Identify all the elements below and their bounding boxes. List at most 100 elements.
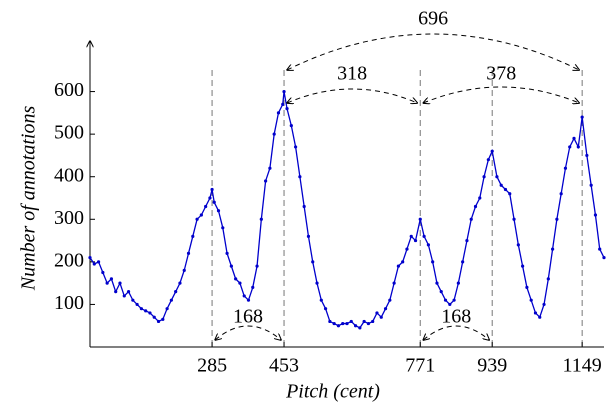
data-point [388, 298, 392, 302]
data-point [422, 234, 426, 238]
data-point [469, 217, 473, 221]
data-point [225, 251, 229, 255]
data-point [495, 175, 499, 179]
y-tick-label: 400 [54, 164, 84, 186]
data-point [593, 213, 598, 217]
interval-label: 168 [233, 306, 263, 328]
data-point [431, 260, 435, 264]
data-point [392, 281, 396, 285]
data-point [521, 264, 525, 268]
data-point [105, 281, 109, 285]
data-point [319, 298, 323, 302]
data-point [328, 319, 332, 324]
data-point [156, 319, 161, 324]
x-tick-label: 939 [477, 355, 507, 377]
data-point [426, 243, 430, 247]
data-point [96, 260, 101, 264]
data-point [311, 260, 315, 264]
data-point [204, 204, 208, 209]
data-point [349, 319, 353, 324]
data-point [221, 226, 225, 230]
data-point [323, 307, 328, 311]
data-point [178, 281, 182, 285]
data-point [508, 192, 512, 196]
data-point [341, 321, 345, 326]
data-point [259, 217, 263, 221]
data-point [538, 315, 542, 319]
data-point [148, 311, 152, 315]
data-point [542, 302, 546, 307]
data-point [461, 260, 465, 264]
x-tick-label: 771 [405, 355, 435, 377]
data-point [572, 136, 576, 140]
y-tick-label: 300 [54, 207, 84, 229]
data-point [246, 298, 251, 302]
interval-arc [423, 86, 579, 103]
y-tick-label: 500 [54, 122, 84, 144]
data-point [452, 298, 456, 302]
data-point [289, 124, 293, 128]
data-point [122, 294, 126, 298]
data-point [234, 277, 238, 281]
data-point [563, 166, 568, 170]
data-point [255, 264, 259, 268]
data-point [533, 311, 538, 315]
data-point [443, 298, 448, 302]
data-point [118, 281, 122, 285]
data-point [212, 200, 216, 204]
data-point [169, 298, 173, 302]
data-point [251, 285, 255, 289]
data-point [576, 145, 580, 149]
y-tick-label: 100 [54, 292, 84, 314]
y-tick-label: 200 [54, 249, 84, 271]
data-point [101, 270, 105, 275]
data-point [418, 217, 422, 221]
data-point [302, 204, 306, 209]
data-point [529, 298, 533, 302]
data-point [499, 183, 503, 187]
data-point [589, 183, 593, 187]
data-point [580, 115, 584, 119]
data-point [546, 277, 550, 281]
data-point [174, 290, 178, 294]
y-tick-label: 600 [54, 79, 84, 101]
data-point [585, 153, 589, 158]
data-point [88, 256, 92, 260]
data-point [126, 290, 131, 294]
interval-label: 168 [441, 306, 471, 328]
data-point [362, 319, 366, 324]
data-point [478, 196, 482, 200]
data-point [379, 315, 383, 319]
x-tick-label: 285 [197, 355, 227, 377]
interval-arc [423, 325, 489, 340]
data-point [383, 307, 388, 311]
data-point [456, 281, 460, 285]
data-point [551, 247, 555, 251]
data-point [92, 262, 96, 266]
y-axis-label: Number of annotations [18, 106, 40, 292]
data-point [216, 209, 221, 213]
data-point [208, 196, 212, 200]
data-point [405, 247, 409, 251]
data-point [242, 294, 246, 298]
data-point [482, 175, 486, 179]
data-point [353, 324, 358, 328]
interval-label: 378 [486, 63, 516, 85]
data-point [210, 187, 214, 192]
data-point [282, 89, 286, 94]
data-point [375, 311, 379, 315]
data-point [152, 315, 156, 319]
data-line [89, 91, 605, 329]
data-point [109, 277, 114, 281]
data-point [490, 149, 494, 153]
data-point [191, 234, 195, 238]
data-point [516, 243, 520, 247]
interval-label: 318 [337, 63, 367, 85]
data-point [413, 238, 418, 243]
data-point [602, 256, 606, 260]
data-point [448, 302, 452, 307]
data-point [503, 187, 508, 192]
data-point [435, 281, 439, 285]
data-point [409, 234, 413, 238]
